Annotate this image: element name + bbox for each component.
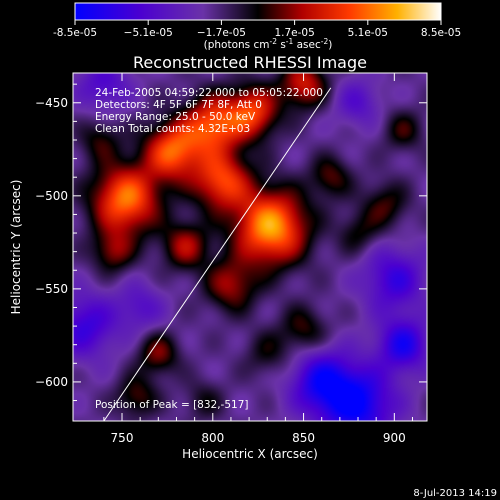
colorbar-tick-label: −5.1e-05 — [124, 27, 173, 39]
x-tick-label: 800 — [201, 431, 224, 445]
info-line: Energy Range: 25.0 - 50.0 keV — [95, 111, 256, 123]
solar-limb-line — [103, 87, 332, 421]
y-tick-label: −500 — [35, 189, 68, 203]
colorbar-tick-label: 5.1e-05 — [348, 27, 388, 39]
chart-title: Reconstructed RHESSI Image — [133, 53, 367, 72]
colorbar-tick-label: -8.5e-05 — [53, 27, 97, 39]
colorbar — [74, 2, 442, 21]
colorbar-tick-label: −1.7e-05 — [197, 27, 246, 39]
info-line: 24-Feb-2005 04:59:22.000 to 05:05:22.000 — [95, 87, 323, 99]
info-line: Detectors: 4F 5F 6F 7F 8F, Att 0 — [95, 99, 262, 111]
x-axis-label: Heliocentric X (arcsec) — [182, 447, 318, 461]
x-tick-label: 900 — [383, 431, 406, 445]
footer-date: 8-Jul-2013 14:19 — [413, 488, 497, 499]
peak-position-label: Position of Peak = [832,-517] — [95, 399, 249, 411]
y-tick-label: −450 — [35, 96, 68, 110]
axis-ticks: 750 800 850 900 −450 −500 −550 −600 — [35, 73, 427, 445]
heatmap-image — [73, 73, 427, 421]
plot-frame — [72, 72, 428, 422]
info-line: Clean Total counts: 4.32E+03 — [95, 123, 250, 135]
colorbar-unit-label: (photons cm-2 s-1 asec-2) — [204, 37, 333, 51]
colorbar-tick-label: 8.5e-05 — [421, 27, 461, 39]
y-tick-label: −600 — [35, 375, 68, 389]
observation-info: 24-Feb-2005 04:59:22.000 to 05:05:22.000… — [95, 87, 323, 135]
colorbar-tick-label: 1.7e-05 — [274, 27, 314, 39]
x-tick-label: 750 — [111, 431, 134, 445]
y-tick-label: −550 — [35, 282, 68, 296]
x-tick-label: 850 — [292, 431, 315, 445]
y-axis-label: Heliocentric Y (arcsec) — [9, 180, 23, 315]
colorbar-ticks: -8.5e-05 −5.1e-05 −1.7e-05 1.7e-05 5.1e-05 8.… — [53, 20, 461, 39]
